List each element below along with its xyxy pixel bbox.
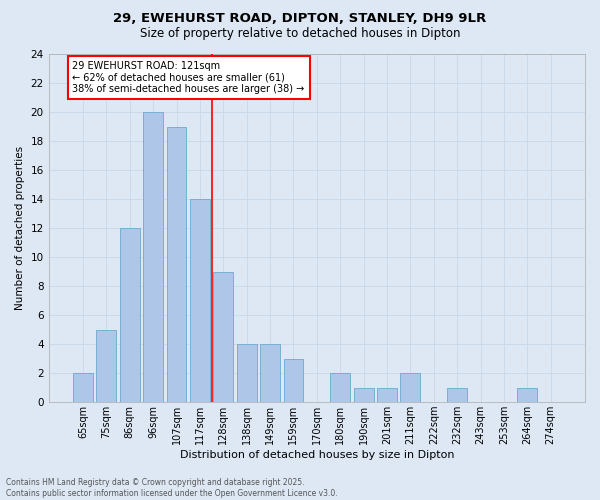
Bar [214, 272, 233, 402]
Bar [377, 388, 397, 402]
Bar [330, 373, 350, 402]
Bar [400, 373, 421, 402]
Bar [120, 228, 140, 402]
Bar [260, 344, 280, 402]
Bar [353, 388, 374, 402]
Bar [237, 344, 257, 402]
X-axis label: Distribution of detached houses by size in Dipton: Distribution of detached houses by size … [179, 450, 454, 460]
Bar [167, 126, 187, 402]
Bar [517, 388, 537, 402]
Text: Contains HM Land Registry data © Crown copyright and database right 2025.
Contai: Contains HM Land Registry data © Crown c… [6, 478, 338, 498]
Bar [190, 199, 210, 402]
Text: 29, EWEHURST ROAD, DIPTON, STANLEY, DH9 9LR: 29, EWEHURST ROAD, DIPTON, STANLEY, DH9 … [113, 12, 487, 26]
Text: Size of property relative to detached houses in Dipton: Size of property relative to detached ho… [140, 28, 460, 40]
Bar [284, 358, 304, 402]
Bar [97, 330, 116, 402]
Text: 29 EWEHURST ROAD: 121sqm
← 62% of detached houses are smaller (61)
38% of semi-d: 29 EWEHURST ROAD: 121sqm ← 62% of detach… [73, 62, 305, 94]
Bar [143, 112, 163, 402]
Bar [447, 388, 467, 402]
Y-axis label: Number of detached properties: Number of detached properties [15, 146, 25, 310]
Bar [73, 373, 93, 402]
